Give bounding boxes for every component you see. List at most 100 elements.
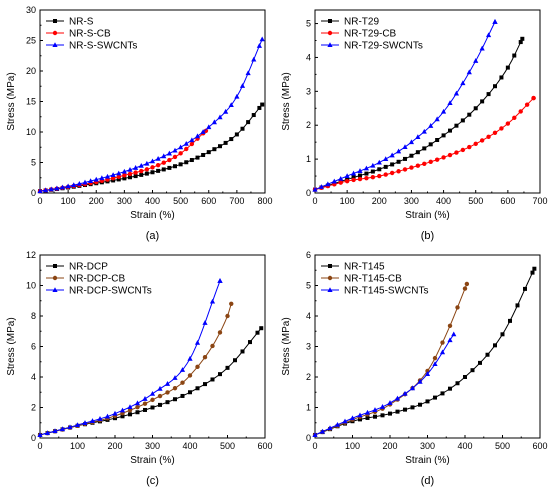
data-point-c-2-19 <box>179 367 186 372</box>
data-point-a-0-29 <box>201 152 206 157</box>
data-point-d-0-17 <box>440 391 445 396</box>
data-point-b-0-25 <box>473 106 478 111</box>
x-tick-label-c-5: 500 <box>220 441 235 451</box>
x-tick-label-b-6: 600 <box>500 196 515 206</box>
data-point-b-2-3 <box>331 178 337 184</box>
legend-marker-d-0 <box>328 264 332 268</box>
series-b-2 <box>312 19 498 192</box>
data-point-a-2-24 <box>172 147 178 153</box>
data-point-d-2-18 <box>447 337 453 343</box>
x-tick-label-b-0: 0 <box>312 196 317 206</box>
data-point-a-2-4 <box>59 184 66 190</box>
data-point-b-0-8 <box>364 171 369 176</box>
data-point-d-2-16 <box>432 361 438 367</box>
legend-label-a-2: NR-S-SWCNTs <box>69 41 137 52</box>
y-tick-label-a-3: 15 <box>26 97 36 107</box>
x-tick-label-a-6: 600 <box>201 196 216 206</box>
data-point-b-2-12 <box>389 152 395 158</box>
data-point-d-1-18 <box>447 323 453 328</box>
data-point-a-2-33 <box>223 108 229 114</box>
data-point-a-2-6 <box>71 182 77 188</box>
data-point-d-2-0 <box>312 432 318 437</box>
data-point-a-1-16 <box>127 171 133 177</box>
data-point-a-2-1 <box>43 187 49 193</box>
x-tick-label-a-7: 700 <box>229 196 244 206</box>
x-tick-label-d-3: 300 <box>420 441 435 451</box>
data-point-b-1-31 <box>512 115 517 121</box>
data-point-d-2-6 <box>357 412 363 418</box>
x-tick-label-a-0: 0 <box>37 196 42 206</box>
data-point-a-0-20 <box>150 170 155 175</box>
x-tick-label-a-8: 800 <box>257 196 272 206</box>
y-tick-label-c-2: 4 <box>31 372 36 382</box>
data-point-b-1-14 <box>402 167 408 172</box>
data-point-b-1-28 <box>492 130 498 136</box>
data-point-c-2-12 <box>127 404 133 410</box>
data-point-b-0-20 <box>441 133 446 138</box>
data-point-a-2-17 <box>133 165 139 170</box>
data-point-d-2-15 <box>424 371 431 376</box>
data-point-c-0-16 <box>158 402 162 407</box>
data-point-d-2-4 <box>342 418 348 424</box>
y-tick-label-c-3: 6 <box>31 342 36 352</box>
data-point-b-1-5 <box>344 178 350 184</box>
data-point-a-2-20 <box>149 158 156 164</box>
data-point-a-1-15 <box>122 173 127 178</box>
y-axis-title-d: Stress (MPa) <box>281 317 292 375</box>
x-tick-label-c-0: 0 <box>37 441 42 451</box>
data-point-b-0-29 <box>499 75 504 80</box>
data-point-a-1-end <box>203 128 209 133</box>
data-point-c-2-11 <box>119 407 126 413</box>
data-point-b-2-17 <box>421 128 427 134</box>
data-point-d-0-8 <box>373 414 377 419</box>
data-point-d-2-17 <box>439 349 446 355</box>
y-tick-label-c-5: 10 <box>26 281 36 291</box>
y-tick-label-a-0: 0 <box>31 188 36 198</box>
chart-d-svg: 0 100 200 300 400 500 600 0 1 2 3 4 5 6 Strain (%) Stre… <box>281 250 548 487</box>
data-point-a-2-27 <box>189 137 195 143</box>
data-point-c-0-18 <box>173 397 177 402</box>
data-point-d-0-29 <box>530 270 535 275</box>
data-point-b-1-17 <box>422 161 427 167</box>
data-point-b-1-29 <box>499 126 504 131</box>
data-point-a-1-22 <box>161 160 166 165</box>
data-point-b-0-19 <box>435 137 440 142</box>
data-point-d-0-24 <box>493 343 497 348</box>
y-tick-label-b-0: 0 <box>306 188 311 198</box>
chart-panel-b: 0 100 200 300 400 500 600 700 0 1 2 3 4 5 Strain (%) St… <box>275 0 550 245</box>
x-axis-title-b: Strain (%) <box>405 210 449 221</box>
y-tick-label-a-5: 25 <box>26 36 36 46</box>
x-tick-label-d-1: 100 <box>345 441 360 451</box>
data-point-a-0-32 <box>218 144 222 149</box>
data-point-a-0-26 <box>184 160 189 165</box>
data-point-a-0-31 <box>212 147 217 152</box>
data-point-b-2-19 <box>434 116 440 122</box>
data-point-c-2-17 <box>164 381 171 386</box>
data-point-a-2-end <box>259 36 265 42</box>
data-point-a-2-8 <box>82 179 88 185</box>
data-point-a-1-26 <box>184 146 189 152</box>
data-point-b-2-9 <box>370 162 376 168</box>
data-point-b-2-23 <box>460 80 466 86</box>
data-point-a-2-12 <box>104 173 111 179</box>
data-point-b-2-24 <box>466 69 472 75</box>
series-c-2 <box>37 278 223 437</box>
data-point-a-2-39 <box>256 43 262 48</box>
data-point-c-2-3 <box>59 426 66 432</box>
data-point-c-2-6 <box>82 420 88 425</box>
data-point-b-1-6 <box>351 177 356 183</box>
legend-label-b-0: NR-T29 <box>344 17 379 28</box>
data-point-b-0-26 <box>480 99 485 104</box>
data-point-b-0-18 <box>428 142 433 147</box>
data-point-c-2-18 <box>172 375 178 380</box>
data-point-d-2-10 <box>387 400 393 405</box>
data-point-d-0-9 <box>380 413 385 418</box>
data-point-c-0-end <box>259 326 264 331</box>
data-point-a-2-34 <box>228 102 234 108</box>
data-point-d-1-end <box>464 281 470 287</box>
legend-label-c-2: NR-DCP-SWCNTs <box>69 286 152 297</box>
data-point-c-1-20 <box>187 373 193 378</box>
legend-marker-c-2 <box>52 287 58 292</box>
